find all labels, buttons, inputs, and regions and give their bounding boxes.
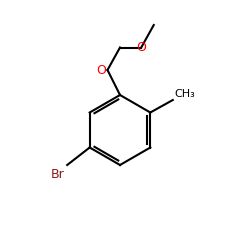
Text: CH₃: CH₃ — [174, 89, 195, 99]
Text: O: O — [96, 64, 106, 76]
Text: Br: Br — [51, 168, 65, 180]
Text: O: O — [136, 41, 146, 54]
